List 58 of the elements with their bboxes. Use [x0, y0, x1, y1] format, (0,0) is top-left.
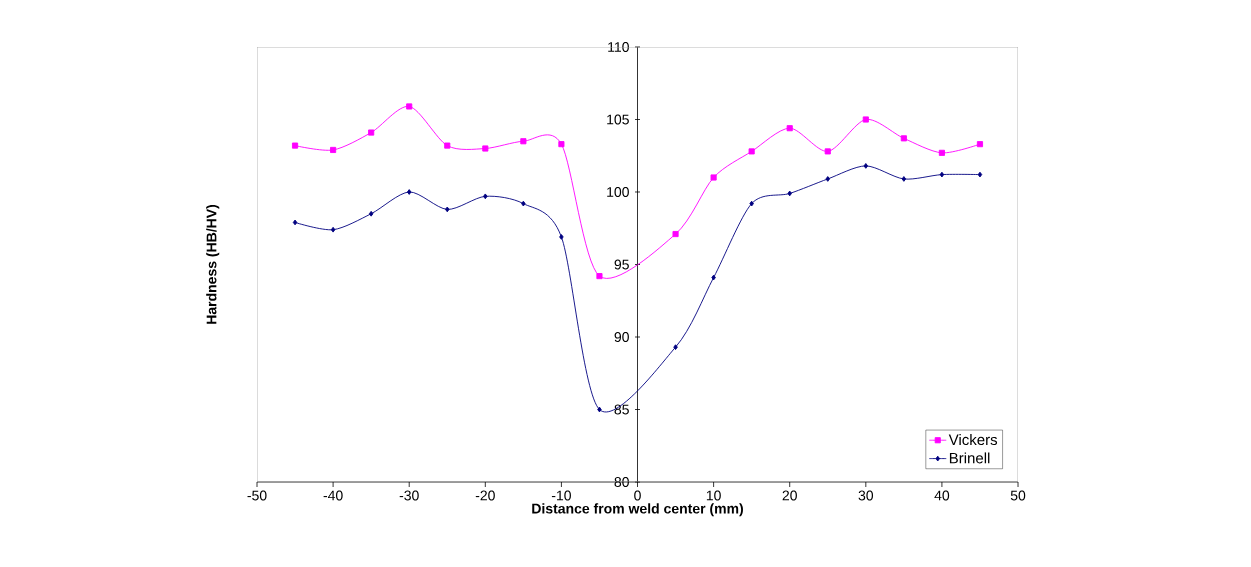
point — [368, 210, 374, 217]
x-tick-label: 20 — [782, 490, 797, 501]
point — [938, 149, 945, 156]
y-tick-label: 85 — [614, 404, 629, 415]
point — [939, 171, 945, 178]
point — [368, 129, 375, 136]
y-tick-label: 110 — [608, 42, 629, 52]
x-tick-label: 40 — [934, 490, 950, 501]
point — [292, 219, 298, 226]
legend-label: Brinell — [949, 452, 990, 464]
point — [977, 171, 983, 178]
x-tick-label: -40 — [323, 490, 343, 501]
point — [444, 142, 451, 149]
x-tick-label: 10 — [706, 490, 721, 501]
point — [825, 176, 831, 182]
point — [292, 142, 299, 149]
point — [482, 145, 489, 152]
y-tick-label: 95 — [614, 259, 629, 270]
y-tick-label: 100 — [607, 187, 629, 197]
point — [521, 200, 526, 207]
y-tick-label: 105 — [607, 114, 629, 125]
x-tick-label: -50 — [247, 490, 267, 501]
point — [559, 234, 564, 240]
point — [711, 274, 716, 281]
point — [520, 138, 527, 145]
point — [597, 406, 602, 413]
y-tick-label: 90 — [614, 332, 629, 342]
x-tick-label: 0 — [634, 490, 641, 501]
point — [863, 163, 869, 169]
point — [406, 189, 412, 195]
point — [596, 273, 603, 280]
y-axis-title: Hardness (HB/HV) — [206, 204, 220, 324]
point — [672, 231, 679, 238]
point — [749, 200, 754, 207]
x-tick-label: 50 — [1010, 490, 1026, 501]
x-axis-title: Distance from weld center (mm) — [532, 503, 743, 517]
point — [901, 176, 907, 182]
point — [483, 193, 488, 200]
point — [824, 148, 831, 155]
point — [787, 190, 792, 197]
point — [976, 141, 984, 148]
point — [710, 174, 717, 181]
point — [558, 141, 565, 148]
x-tick-label: -20 — [475, 490, 495, 501]
x-tick-label: -30 — [399, 490, 419, 501]
y-tick-label: 80 — [614, 477, 629, 487]
legend-label: Vickers — [948, 434, 998, 446]
point — [748, 148, 755, 155]
point — [786, 125, 793, 132]
x-tick-label: 30 — [858, 490, 874, 501]
point — [330, 226, 336, 233]
point — [330, 146, 337, 153]
x-tick-label: -10 — [551, 490, 571, 501]
point — [900, 135, 907, 142]
point — [673, 344, 678, 350]
point — [406, 103, 413, 110]
point — [445, 206, 450, 213]
point — [862, 116, 869, 123]
